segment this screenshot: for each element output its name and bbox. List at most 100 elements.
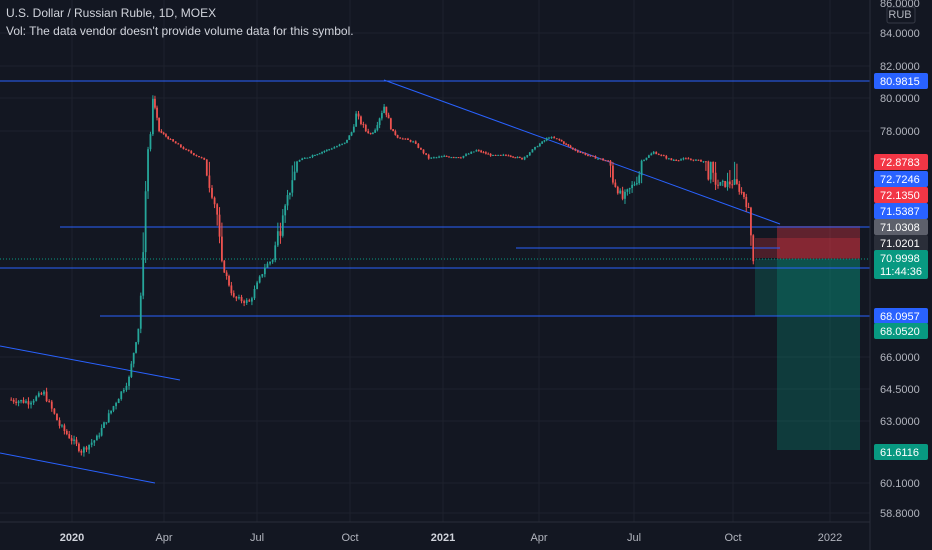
candle bbox=[293, 161, 296, 181]
price-tag[interactable]: 80.9815 bbox=[874, 73, 928, 89]
candle bbox=[516, 156, 519, 159]
candle bbox=[582, 152, 584, 154]
date-tick-label: Apr bbox=[530, 532, 547, 544]
date-tick-label: 2021 bbox=[431, 532, 455, 544]
time-axis[interactable]: 2020 Apr Jul Oct 2021 Apr Jul Oct 2022 bbox=[0, 521, 870, 544]
date-tick-label: Oct bbox=[341, 532, 358, 544]
candle bbox=[309, 156, 311, 159]
candle bbox=[695, 159, 697, 161]
candle bbox=[726, 172, 729, 191]
candle bbox=[523, 156, 526, 161]
candle bbox=[690, 158, 692, 161]
candle bbox=[553, 135, 556, 139]
candle bbox=[130, 361, 133, 379]
candle bbox=[261, 273, 264, 278]
target-zone[interactable] bbox=[777, 259, 860, 450]
candle bbox=[560, 139, 563, 142]
candle bbox=[80, 449, 83, 456]
candle bbox=[514, 156, 517, 159]
candle bbox=[562, 141, 565, 145]
price-tag[interactable]: 72.8783 bbox=[874, 154, 928, 170]
candle bbox=[719, 181, 722, 186]
candle bbox=[323, 150, 326, 153]
candle bbox=[301, 157, 304, 161]
candle bbox=[325, 149, 328, 152]
date-tick-label: Jul bbox=[250, 532, 264, 544]
svg-text:80.9815: 80.9815 bbox=[880, 76, 920, 88]
candle bbox=[208, 161, 211, 193]
candle bbox=[103, 421, 105, 429]
candle bbox=[709, 161, 712, 184]
price-tag[interactable]: 61.6116 bbox=[874, 444, 928, 460]
candle bbox=[174, 141, 177, 144]
candle bbox=[330, 147, 333, 150]
price-tag[interactable]: 68.0520 bbox=[874, 323, 928, 339]
candle bbox=[128, 375, 130, 390]
price-tag[interactable]: 68.0957 bbox=[874, 308, 928, 324]
candle bbox=[470, 151, 473, 154]
candle bbox=[497, 154, 500, 156]
candle bbox=[558, 138, 561, 141]
price-tag[interactable]: 11:44:36 bbox=[874, 263, 928, 279]
candle bbox=[697, 159, 700, 161]
price-tag[interactable]: 72.1350 bbox=[874, 187, 928, 203]
candle bbox=[465, 153, 467, 157]
descending-trendline[interactable] bbox=[383, 79, 781, 225]
candle bbox=[427, 153, 430, 160]
candle bbox=[15, 398, 18, 406]
price-tag[interactable]: 71.5387 bbox=[874, 203, 928, 219]
price-tick-label: 82.0000 bbox=[880, 61, 920, 73]
candle bbox=[147, 146, 149, 199]
candle bbox=[609, 160, 612, 178]
candle bbox=[512, 156, 514, 158]
candle bbox=[120, 391, 123, 401]
price-tag[interactable]: 70.9998 bbox=[874, 250, 928, 266]
candle bbox=[179, 144, 182, 148]
trendline-drawings[interactable] bbox=[0, 79, 870, 484]
candle bbox=[85, 445, 88, 453]
candle bbox=[638, 171, 641, 185]
candle bbox=[83, 446, 85, 457]
candle bbox=[717, 179, 719, 189]
candle bbox=[747, 202, 750, 209]
stop-zone-inner[interactable] bbox=[755, 238, 860, 258]
candle bbox=[367, 128, 370, 134]
candle bbox=[135, 341, 137, 354]
candle bbox=[607, 160, 609, 162]
price-tag[interactable]: 71.0308 bbox=[874, 219, 928, 235]
candle bbox=[633, 181, 636, 187]
candle bbox=[602, 158, 604, 161]
channel-upper[interactable] bbox=[0, 345, 181, 381]
stop-zone[interactable] bbox=[777, 226, 860, 259]
candle bbox=[98, 432, 101, 439]
price-tick-label: 64.5000 bbox=[880, 384, 920, 396]
candle bbox=[543, 139, 546, 143]
price-tick-label: 58.8000 bbox=[880, 508, 920, 520]
candle bbox=[650, 152, 653, 156]
candle bbox=[545, 137, 548, 142]
price-tag[interactable]: 71.0201 bbox=[874, 235, 928, 251]
candle bbox=[142, 232, 145, 300]
candle bbox=[597, 158, 599, 160]
price-tick-label: 86.0000 bbox=[880, 0, 920, 10]
candle bbox=[225, 270, 228, 280]
candle bbox=[407, 137, 409, 141]
candle bbox=[420, 147, 422, 151]
candle bbox=[350, 131, 353, 137]
candle bbox=[289, 192, 291, 200]
candle bbox=[521, 157, 523, 160]
price-tag[interactable]: 72.7246 bbox=[874, 171, 928, 187]
candle bbox=[380, 110, 383, 121]
date-tick-label: 2022 bbox=[818, 532, 842, 544]
candle bbox=[712, 161, 715, 182]
candle bbox=[677, 159, 680, 162]
candle bbox=[279, 222, 282, 244]
channel-lower[interactable] bbox=[0, 452, 156, 484]
candle bbox=[635, 176, 638, 186]
candle bbox=[401, 137, 404, 140]
candle bbox=[90, 438, 93, 448]
candle bbox=[235, 296, 238, 302]
candle bbox=[721, 179, 724, 187]
